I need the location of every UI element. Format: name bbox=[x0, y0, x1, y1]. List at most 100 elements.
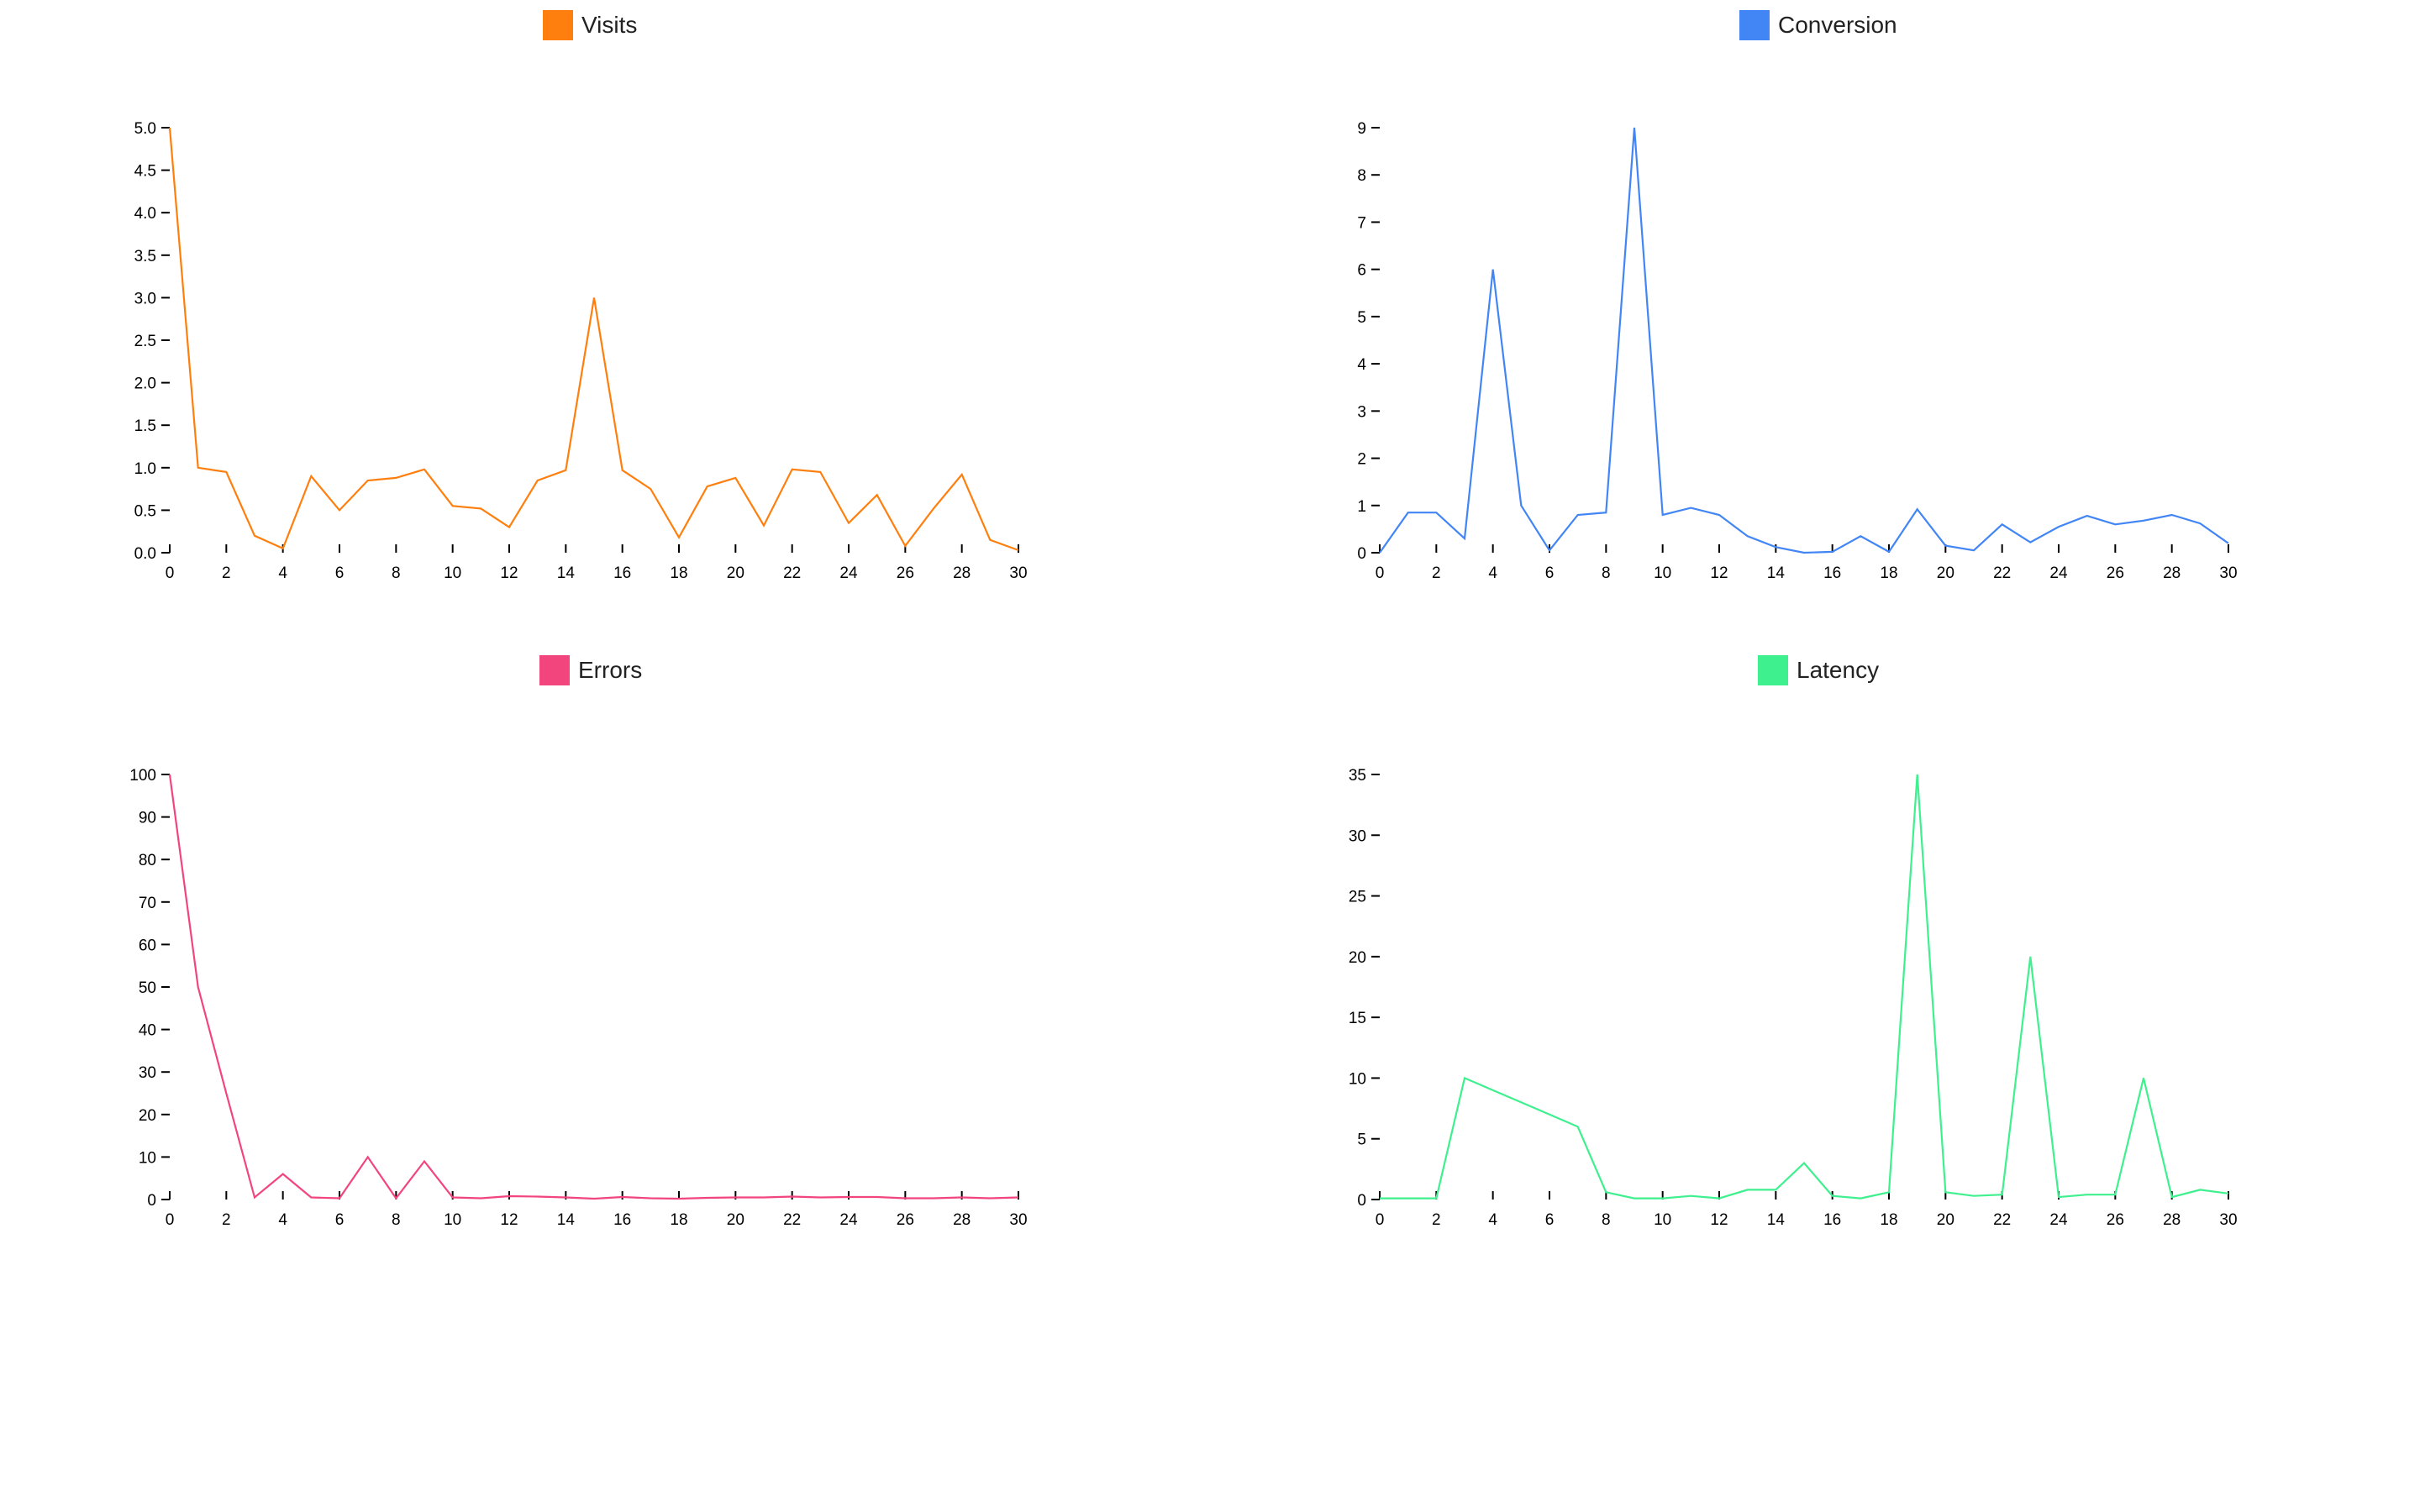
y-tick-label-visits-0: 0.0 bbox=[134, 545, 156, 563]
x-tick-label-visits-14: 28 bbox=[953, 564, 971, 582]
legend-swatch-conversion bbox=[1739, 10, 1770, 40]
x-tick-label-latency-11: 22 bbox=[1993, 1211, 2011, 1229]
x-tick-label-latency-12: 24 bbox=[2049, 1211, 2068, 1229]
x-tick-label-conversion-12: 24 bbox=[2049, 564, 2068, 582]
x-tick-label-errors-13: 26 bbox=[897, 1211, 914, 1229]
x-tick-label-errors-6: 12 bbox=[500, 1211, 518, 1229]
y-tick-label-errors-2: 20 bbox=[139, 1107, 156, 1125]
y-tick-label-visits-3: 1.5 bbox=[134, 417, 156, 435]
y-tick-label-conversion-5: 5 bbox=[1357, 309, 1366, 327]
x-tick-label-visits-15: 30 bbox=[1009, 564, 1027, 582]
x-tick-label-latency-6: 12 bbox=[1710, 1211, 1728, 1229]
x-tick-label-errors-2: 4 bbox=[278, 1211, 287, 1229]
series-line-latency-0 bbox=[1380, 774, 2229, 1200]
x-tick-label-latency-5: 10 bbox=[1654, 1211, 1671, 1229]
legend-conversion: Conversion bbox=[1739, 10, 1897, 40]
x-tick-label-latency-9: 18 bbox=[1880, 1211, 1897, 1229]
x-tick-label-visits-6: 12 bbox=[500, 564, 518, 582]
x-tick-label-visits-1: 2 bbox=[222, 564, 231, 582]
legend-label-latency: Latency bbox=[1797, 657, 1880, 683]
y-tick-label-conversion-0: 0 bbox=[1357, 545, 1366, 563]
y-tick-label-errors-8: 80 bbox=[139, 852, 156, 869]
x-tick-label-latency-15: 30 bbox=[2219, 1211, 2237, 1229]
y-tick-label-latency-4: 20 bbox=[1349, 949, 1366, 967]
x-tick-label-latency-0: 0 bbox=[1376, 1211, 1385, 1229]
legend-swatch-errors bbox=[539, 655, 570, 685]
x-tick-label-visits-11: 22 bbox=[783, 564, 801, 582]
y-tick-label-visits-9: 4.5 bbox=[134, 163, 156, 181]
x-tick-label-conversion-5: 10 bbox=[1654, 564, 1671, 582]
y-tick-label-errors-10: 100 bbox=[129, 767, 156, 785]
y-tick-label-conversion-9: 9 bbox=[1357, 120, 1366, 138]
series-line-conversion-0 bbox=[1379, 127, 2229, 554]
y-tick-label-latency-2: 10 bbox=[1349, 1070, 1366, 1088]
y-tick-label-conversion-6: 6 bbox=[1357, 262, 1366, 280]
chart-panel-conversion: Conversion 0 1 2 3 4 5 6 7 8 9 0 2 4 6 8 10 12 14 16 18 20 22… bbox=[1210, 0, 2420, 638]
x-tick-label-errors-10: 20 bbox=[727, 1211, 744, 1229]
legend-latency: Latency bbox=[1758, 655, 1879, 685]
x-tick-label-conversion-3: 6 bbox=[1545, 564, 1555, 582]
x-tick-label-visits-7: 14 bbox=[557, 564, 576, 582]
x-tick-label-conversion-9: 18 bbox=[1880, 564, 1897, 582]
x-tick-label-latency-4: 8 bbox=[1602, 1211, 1611, 1229]
y-tick-label-latency-5: 25 bbox=[1349, 889, 1366, 906]
x-tick-label-errors-1: 2 bbox=[222, 1211, 231, 1229]
x-tick-label-visits-4: 8 bbox=[392, 564, 401, 582]
series-line-visits-0 bbox=[168, 127, 1019, 552]
y-tick-label-conversion-4: 4 bbox=[1357, 356, 1366, 374]
x-tick-label-errors-15: 30 bbox=[1009, 1211, 1027, 1229]
y-tick-label-errors-1: 10 bbox=[139, 1149, 156, 1167]
x-tick-label-errors-0: 0 bbox=[166, 1211, 175, 1229]
x-tick-label-visits-0: 0 bbox=[166, 564, 175, 582]
x-tick-label-latency-8: 16 bbox=[1823, 1211, 1841, 1229]
x-tick-label-errors-3: 6 bbox=[335, 1211, 345, 1229]
legend-label-errors: Errors bbox=[578, 657, 643, 683]
x-tick-label-conversion-7: 14 bbox=[1767, 564, 1786, 582]
x-tick-label-latency-14: 28 bbox=[2163, 1211, 2181, 1229]
x-tick-label-conversion-8: 16 bbox=[1823, 564, 1841, 582]
x-tick-label-visits-5: 10 bbox=[444, 564, 461, 582]
legend-swatch-latency bbox=[1758, 655, 1788, 685]
y-tick-label-latency-3: 15 bbox=[1349, 1010, 1366, 1027]
y-tick-label-visits-10: 5.0 bbox=[134, 120, 156, 138]
y-tick-label-errors-6: 60 bbox=[139, 937, 156, 954]
x-tick-label-conversion-11: 22 bbox=[1993, 564, 2011, 582]
x-tick-label-errors-14: 28 bbox=[953, 1211, 971, 1229]
x-tick-label-conversion-0: 0 bbox=[1376, 564, 1385, 582]
legend-label-visits: Visits bbox=[581, 12, 638, 38]
y-tick-label-errors-9: 90 bbox=[139, 810, 156, 827]
x-tick-label-latency-13: 26 bbox=[2107, 1211, 2124, 1229]
y-tick-label-conversion-2: 2 bbox=[1357, 451, 1366, 469]
x-tick-label-errors-5: 10 bbox=[444, 1211, 461, 1229]
y-tick-label-conversion-8: 8 bbox=[1357, 167, 1366, 185]
x-tick-label-latency-3: 6 bbox=[1545, 1211, 1555, 1229]
y-tick-label-latency-6: 30 bbox=[1349, 827, 1366, 845]
chart-panel-visits: Visits 0.0 0.5 1.0 1.5 2.0 2.5 3.0 3.5 4.0 4.5 5.0… bbox=[0, 0, 1210, 638]
y-tick-label-latency-7: 35 bbox=[1349, 767, 1366, 785]
x-tick-label-latency-2: 4 bbox=[1488, 1211, 1497, 1229]
x-tick-label-errors-11: 22 bbox=[783, 1211, 801, 1229]
y-tick-label-errors-5: 50 bbox=[139, 979, 156, 997]
x-tick-label-conversion-14: 28 bbox=[2163, 564, 2181, 582]
x-tick-label-latency-7: 14 bbox=[1767, 1211, 1786, 1229]
y-tick-label-visits-4: 2.0 bbox=[134, 375, 156, 393]
y-tick-label-latency-1: 5 bbox=[1357, 1131, 1366, 1149]
legend-swatch-visits bbox=[543, 10, 573, 40]
y-tick-label-errors-3: 30 bbox=[139, 1064, 156, 1082]
x-tick-label-visits-10: 20 bbox=[727, 564, 744, 582]
chart-panel-latency: Latency 0 5 10 15 20 25 30 35 0 2 4 6 8 10 12 14 16 18 20 2… bbox=[1210, 647, 2420, 1285]
x-tick-label-conversion-1: 2 bbox=[1432, 564, 1441, 582]
x-tick-label-visits-13: 26 bbox=[897, 564, 914, 582]
x-tick-label-visits-12: 24 bbox=[839, 564, 858, 582]
x-tick-label-conversion-13: 26 bbox=[2107, 564, 2124, 582]
y-tick-label-conversion-1: 1 bbox=[1357, 498, 1366, 516]
x-tick-label-latency-10: 20 bbox=[1937, 1211, 1954, 1229]
y-tick-label-errors-0: 0 bbox=[147, 1192, 156, 1210]
y-tick-label-conversion-7: 7 bbox=[1357, 214, 1366, 232]
y-tick-label-visits-8: 4.0 bbox=[134, 205, 156, 223]
y-tick-label-errors-4: 40 bbox=[139, 1022, 156, 1040]
